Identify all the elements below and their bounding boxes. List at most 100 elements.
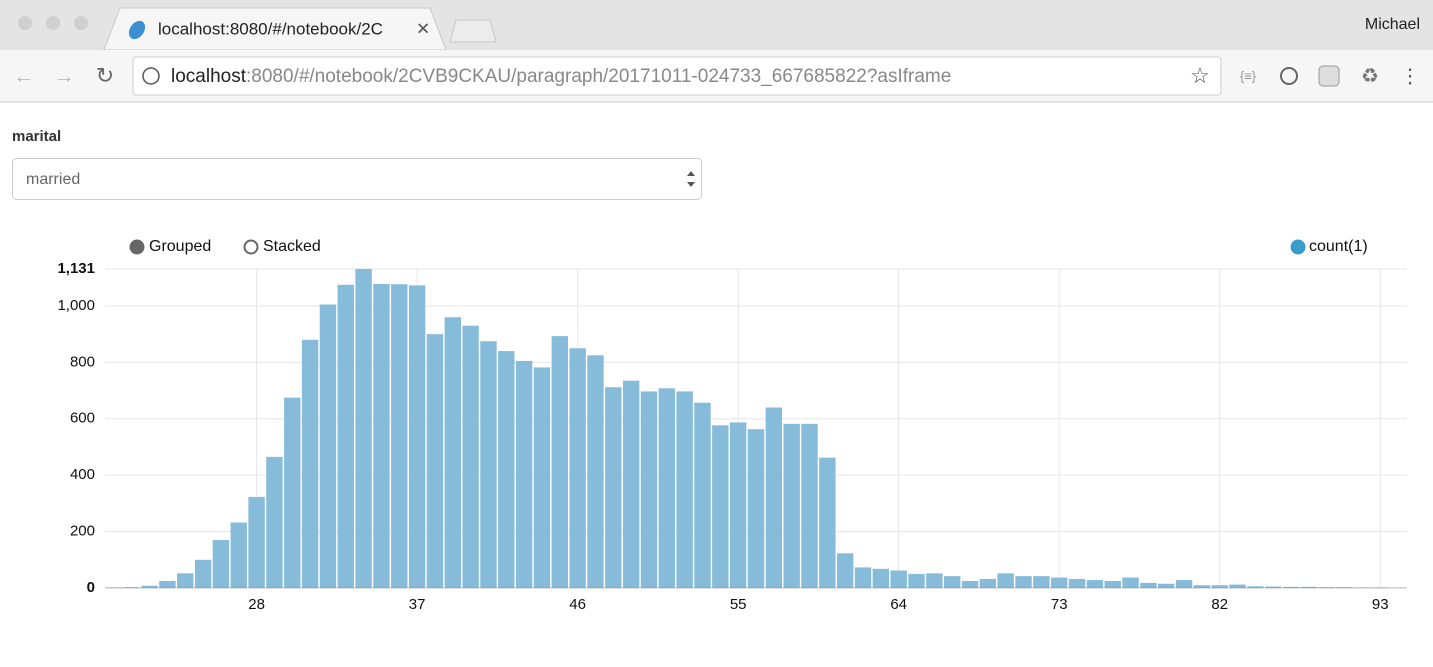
bar: [783, 424, 799, 588]
y-tick-label: 800: [70, 353, 95, 370]
bar: [445, 317, 461, 588]
bar: [712, 425, 728, 588]
bar: [997, 573, 1013, 588]
bar: [409, 285, 425, 588]
extension-icon[interactable]: {≡}: [1240, 68, 1257, 83]
bar: [338, 285, 354, 588]
bar: [801, 424, 817, 588]
radio-stacked[interactable]: [245, 241, 258, 254]
bar: [819, 458, 835, 588]
x-tick-label: 93: [1372, 596, 1389, 613]
bar: [177, 573, 193, 588]
bar: [766, 407, 782, 588]
bar: [1069, 579, 1085, 588]
bar: [534, 367, 550, 588]
bar: [1176, 580, 1192, 588]
bar: [266, 457, 282, 588]
bar: [676, 391, 692, 588]
control-label[interactable]: Stacked: [263, 238, 321, 255]
bar: [873, 569, 889, 588]
bar: [355, 269, 371, 588]
bar: [962, 581, 978, 588]
tab-title: localhost:8080/#/notebook/2C: [158, 19, 383, 38]
bar: [159, 581, 175, 588]
bar: [694, 403, 710, 588]
tab-close[interactable]: ✕: [416, 19, 430, 38]
y-tick-label: 1,131: [57, 260, 95, 277]
bar: [855, 567, 871, 588]
bar: [1140, 583, 1156, 588]
bar: [623, 381, 639, 588]
bar: [837, 553, 853, 588]
window-button[interactable]: [74, 16, 88, 30]
profile-name[interactable]: Michael: [1365, 16, 1420, 33]
bar: [890, 571, 906, 588]
bar: [1051, 578, 1067, 588]
bar: [1015, 576, 1031, 588]
url-host: localhost: [171, 66, 247, 87]
reload-button[interactable]: ↻: [96, 63, 114, 88]
select-value: married: [26, 171, 80, 188]
bar: [605, 387, 621, 588]
bar: [213, 540, 229, 588]
bar: [944, 576, 960, 588]
bar: [1105, 581, 1121, 588]
x-tick-label: 82: [1211, 596, 1228, 613]
bar: [248, 497, 264, 588]
y-tick-label: 0: [87, 579, 95, 596]
bar: [980, 579, 996, 588]
bar: [480, 341, 496, 588]
legend-swatch: [1291, 240, 1306, 255]
x-tick-label: 46: [569, 596, 586, 613]
bar: [641, 391, 657, 588]
bar: [908, 574, 924, 588]
bar: [195, 560, 211, 588]
bar: [462, 326, 478, 588]
bar: [516, 361, 532, 588]
bar: [1229, 585, 1245, 588]
back-button[interactable]: ←: [13, 63, 35, 88]
x-tick-label: 28: [248, 596, 265, 613]
y-tick-label: 200: [70, 523, 95, 540]
bar: [926, 573, 942, 588]
extension-icon[interactable]: ♻: [1361, 65, 1379, 87]
x-tick-label: 73: [1051, 596, 1068, 613]
url-rest: :8080/#/notebook/2CVB9CKAU/paragraph/201…: [246, 66, 951, 87]
x-tick-label: 55: [730, 596, 747, 613]
url: localhost:8080/#/notebook/2CVB9CKAU/para…: [171, 66, 951, 87]
bar: [498, 351, 514, 588]
radio-grouped[interactable]: [130, 240, 144, 254]
extension-icon[interactable]: [1319, 66, 1339, 86]
window-button[interactable]: [18, 16, 32, 30]
select-box[interactable]: [13, 159, 702, 200]
bar: [748, 429, 764, 588]
bar: [659, 388, 675, 588]
bar: [391, 284, 407, 588]
legend-label: count(1): [1309, 238, 1368, 255]
new-tab[interactable]: [450, 20, 496, 42]
window-button[interactable]: [46, 16, 60, 30]
x-tick-label: 64: [890, 596, 907, 613]
bar: [302, 340, 318, 588]
bar: [373, 284, 389, 588]
bar: [569, 348, 585, 588]
bar: [1158, 584, 1174, 588]
bar: [231, 523, 247, 588]
y-tick-label: 400: [70, 466, 95, 483]
menu-button[interactable]: ⋮: [1400, 65, 1420, 87]
bar: [284, 398, 300, 588]
bar: [552, 336, 568, 588]
form-label: marital: [12, 128, 61, 145]
bar: [1087, 580, 1103, 588]
bar: [427, 334, 443, 588]
bar: [1122, 578, 1138, 588]
bookmark-star[interactable]: ☆: [1190, 63, 1210, 88]
x-tick-label: 37: [409, 596, 426, 613]
control-label[interactable]: Grouped: [149, 238, 211, 255]
bar: [730, 422, 746, 588]
forward-button[interactable]: →: [53, 63, 75, 88]
